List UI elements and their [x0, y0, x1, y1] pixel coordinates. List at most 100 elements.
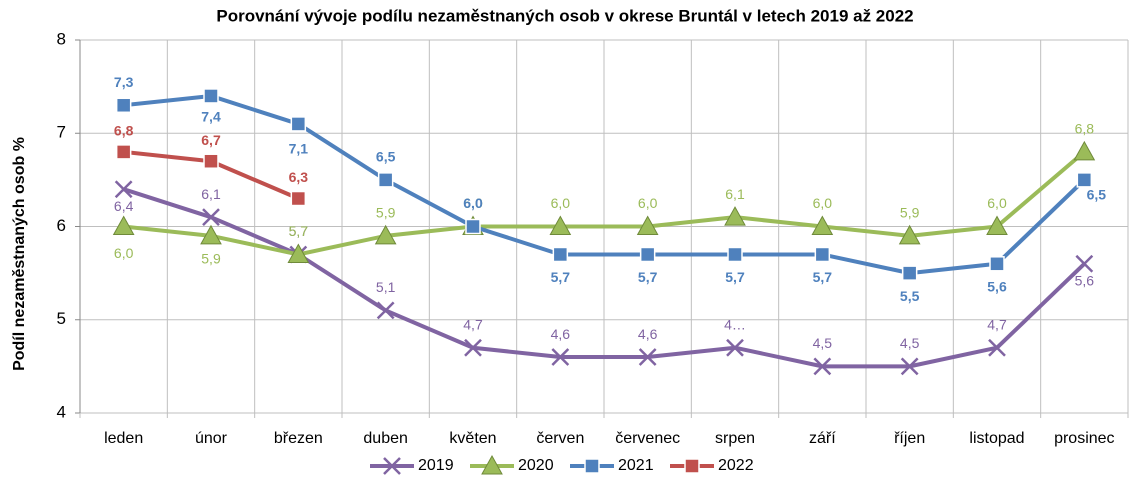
marker [203, 88, 219, 104]
marker [464, 338, 482, 357]
data-label: 6,8 [114, 123, 134, 139]
y-tick-label: 7 [57, 123, 66, 142]
marker [726, 338, 744, 357]
legend-label: 2022 [718, 457, 754, 474]
x-tick-label: červen [536, 430, 584, 447]
data-label: 6,0 [813, 195, 833, 211]
marker [287, 243, 310, 263]
data-label: 4,7 [463, 316, 483, 332]
marker [811, 215, 834, 235]
legend-item: 2022 [670, 457, 754, 474]
marker [203, 153, 219, 169]
marker [551, 348, 570, 366]
data-label: 5,9 [376, 205, 396, 221]
x-tick-label: srpen [715, 430, 755, 447]
x-tick-label: prosinec [1054, 430, 1114, 447]
legend-item: 2020 [470, 454, 554, 475]
legend-label: 2020 [518, 457, 554, 474]
data-label: 5,7 [289, 223, 309, 239]
data-label: 5,7 [551, 269, 571, 285]
legend-item: 2021 [570, 457, 654, 474]
data-label: 6,3 [289, 169, 309, 185]
marker [988, 338, 1006, 357]
data-label: 7,4 [201, 109, 221, 125]
data-label: 6,8 [1075, 121, 1095, 137]
data-label: 5,7 [813, 269, 833, 285]
x-tick-label: květen [449, 430, 496, 447]
x-tick-label: duben [363, 430, 408, 447]
legend-label: 2019 [418, 457, 454, 474]
data-label: 5,5 [900, 288, 920, 304]
marker [727, 246, 743, 263]
marker [290, 116, 307, 132]
legend-item: 2019 [370, 457, 454, 475]
marker [636, 215, 659, 235]
marker [112, 215, 135, 235]
marker [1075, 254, 1094, 273]
marker [374, 224, 397, 245]
x-tick-label: únor [195, 430, 228, 447]
marker [200, 224, 222, 245]
data-label: 5,1 [376, 279, 396, 295]
data-label: 5,7 [638, 269, 658, 285]
data-label: 7,3 [114, 74, 134, 90]
data-label: 6,0 [638, 195, 658, 211]
x-tick-label: září [809, 430, 836, 447]
data-label: 6,0 [987, 195, 1007, 211]
legend-marker [684, 458, 700, 474]
data-label: 4,6 [638, 326, 658, 342]
marker [377, 172, 394, 188]
data-label: 4,7 [987, 316, 1007, 332]
marker [898, 224, 921, 245]
data-label: 6,0 [114, 245, 134, 261]
y-tick-label: 4 [57, 402, 66, 421]
data-label: 6,0 [463, 195, 483, 211]
marker [115, 144, 132, 160]
marker [114, 180, 133, 199]
marker [1073, 140, 1096, 161]
x-tick-label: březen [274, 430, 323, 447]
data-label: 5,7 [725, 269, 745, 285]
data-label: 6,5 [1087, 187, 1107, 203]
data-label: 4,5 [900, 335, 920, 351]
marker [639, 246, 656, 263]
series-line [123, 187, 1086, 369]
data-label: 5,9 [900, 205, 920, 221]
marker [813, 357, 832, 376]
chart-title: Porovnání vývoje podílu nezaměstnaných o… [216, 6, 913, 25]
data-label: 4,5 [813, 335, 833, 351]
marker [900, 357, 919, 376]
data-label: 4… [724, 316, 746, 332]
legend-marker [481, 454, 503, 475]
marker [552, 246, 569, 263]
data-label: 6,7 [201, 132, 221, 148]
series-line [123, 150, 1086, 257]
marker [202, 208, 220, 227]
data-label: 6,0 [551, 195, 571, 211]
y-tick-label: 6 [57, 216, 66, 235]
x-tick-label: leden [104, 430, 143, 447]
x-tick-label: listopad [969, 430, 1024, 447]
marker [115, 97, 132, 114]
data-label: 6,0 [463, 195, 483, 211]
legend-marker [383, 457, 401, 475]
marker [989, 256, 1005, 272]
marker [814, 246, 831, 263]
marker [724, 206, 746, 226]
legend-label: 2021 [618, 457, 654, 474]
data-label: 5,7 [289, 223, 309, 239]
y-axis-label: Podíl nezaměstnaných osob % [11, 137, 28, 371]
x-tick-label: říjen [894, 430, 925, 447]
y-tick-label: 5 [57, 309, 66, 328]
data-label: 6,1 [725, 186, 745, 202]
legend-marker [584, 458, 600, 474]
marker [549, 215, 572, 235]
marker [1076, 172, 1093, 188]
data-label: 5,9 [201, 251, 221, 267]
marker [986, 215, 1008, 235]
data-label: 6,4 [114, 198, 134, 214]
marker [465, 218, 481, 235]
marker [638, 348, 657, 366]
marker [901, 265, 918, 281]
